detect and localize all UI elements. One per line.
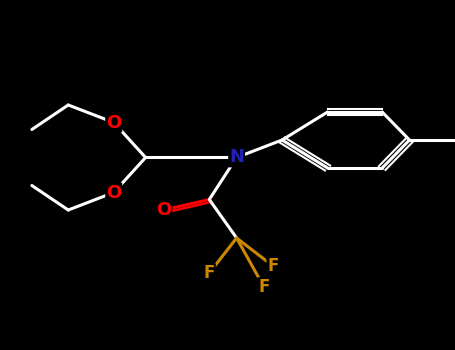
Text: N: N: [229, 148, 244, 167]
Text: F: F: [268, 257, 278, 275]
Text: F: F: [258, 278, 269, 296]
Text: O: O: [106, 113, 121, 132]
Text: O: O: [156, 201, 172, 219]
Text: O: O: [106, 183, 121, 202]
Text: F: F: [204, 264, 215, 282]
